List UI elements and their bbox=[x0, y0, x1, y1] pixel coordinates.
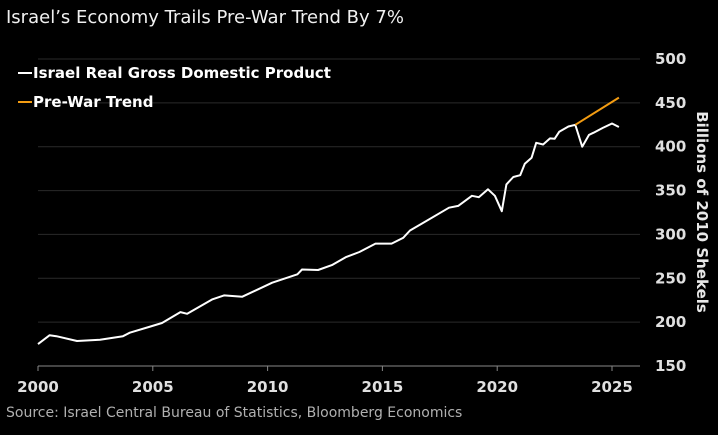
x-tick-label: 2000 bbox=[17, 378, 59, 396]
y-tick-label: 300 bbox=[655, 225, 686, 243]
y-axis: 150 200 250 300 350 400 450 500 bbox=[655, 50, 686, 375]
series-lines bbox=[37, 96, 620, 345]
y-tick-label: 500 bbox=[655, 50, 686, 68]
chart-title: Israel’s Economy Trails Pre-War Trend By… bbox=[6, 7, 404, 28]
y-tick-label: 350 bbox=[655, 182, 686, 200]
legend-label-gdp: Israel Real Gross Domestic Product bbox=[33, 64, 331, 82]
y-axis-label: Billions of 2010 Shekels bbox=[693, 111, 711, 313]
x-tick-label: 2005 bbox=[132, 378, 174, 396]
legend-label-trend: Pre-War Trend bbox=[33, 93, 153, 111]
legend: Israel Real Gross Domestic Product Pre-W… bbox=[18, 64, 331, 111]
x-axis: 2000 2005 2010 2015 2020 2025 bbox=[17, 365, 640, 396]
x-tick-label: 2025 bbox=[591, 378, 633, 396]
gridlines bbox=[38, 58, 640, 323]
y-tick-label: 400 bbox=[655, 138, 686, 156]
x-tick-label: 2015 bbox=[362, 378, 404, 396]
series-line-0 bbox=[37, 122, 620, 345]
source-note: Source: Israel Central Bureau of Statist… bbox=[6, 405, 463, 421]
y-tick-label: 250 bbox=[655, 269, 686, 287]
y-tick-label: 150 bbox=[655, 357, 686, 375]
x-tick-label: 2010 bbox=[247, 378, 289, 396]
y-tick-label: 450 bbox=[655, 94, 686, 112]
series-line-1 bbox=[574, 96, 620, 126]
y-tick-label: 200 bbox=[655, 313, 686, 331]
x-tick-label: 2020 bbox=[476, 378, 518, 396]
